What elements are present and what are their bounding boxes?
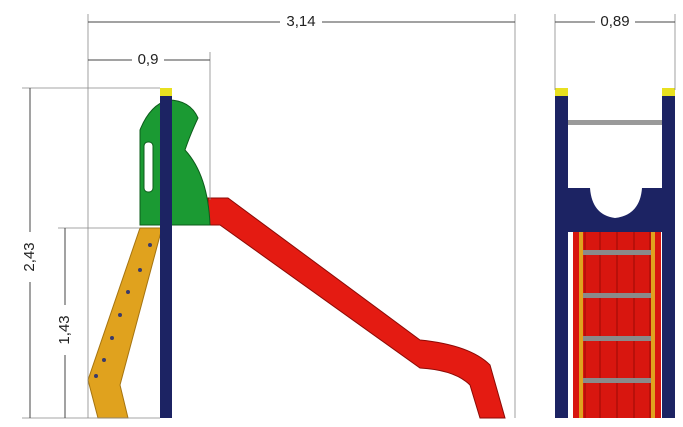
bolt — [110, 336, 114, 340]
ladder-rail — [579, 232, 583, 418]
handle-slot — [143, 141, 154, 193]
bolt — [148, 243, 152, 247]
post — [160, 95, 172, 418]
bolt — [94, 374, 98, 378]
slide-chute — [207, 197, 506, 419]
rungs — [583, 250, 651, 383]
dimension-label: 1,43 — [56, 315, 73, 344]
post-cap — [555, 88, 568, 96]
dimension-label: 0,9 — [138, 51, 159, 68]
platform — [568, 188, 662, 232]
ladder-bolts — [94, 243, 152, 378]
bolt — [126, 290, 130, 294]
bolt — [118, 313, 122, 317]
rung — [583, 293, 651, 298]
post — [662, 95, 675, 418]
ladder — [87, 227, 163, 419]
side-view — [87, 88, 506, 419]
post-cap — [160, 88, 172, 96]
dimension-label: 2,43 — [21, 242, 38, 271]
dimension-label: 0,89 — [600, 13, 629, 30]
dimension-label: 3,14 — [286, 13, 315, 30]
bolt — [102, 358, 106, 362]
post — [555, 95, 568, 418]
slide-grooves — [584, 232, 651, 418]
bolt — [138, 268, 142, 272]
rung — [583, 336, 651, 341]
ladder-rail — [651, 232, 655, 418]
dimension-lines — [22, 14, 676, 419]
rung — [583, 378, 651, 383]
guard-bar — [568, 120, 662, 125]
front-view — [555, 88, 675, 418]
green-panel — [139, 99, 211, 226]
rung — [583, 250, 651, 255]
post-cap — [662, 88, 675, 96]
